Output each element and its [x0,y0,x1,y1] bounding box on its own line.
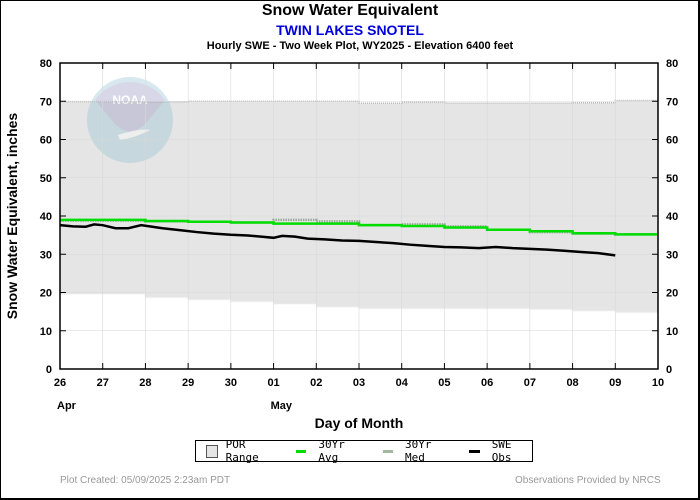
x-tick-label: 02 [310,377,322,389]
x-tick-label: 29 [182,377,194,389]
y-tick-label-left: 80 [40,58,52,70]
x-tick-label: 30 [225,377,237,389]
series-30yr-avg [60,218,658,236]
chart-subtitle: Hourly SWE - Two Week Plot, WY2025 - Ele… [206,40,514,52]
legend-label: 30Yr Avg [318,438,345,464]
x-axis-title: Day of Month [315,415,404,431]
y-axis-title: Snow Water Equivalent, inches [4,113,20,320]
y-tick-label-right: 70 [666,96,678,108]
legend-label: 30Yr Med [405,438,432,464]
y-tick-label-right: 30 [666,249,678,261]
chart-title: Snow Water Equivalent [261,2,439,19]
series-swe-obs [59,223,616,257]
legend: POR Range 30Yr Avg 30Yr Med SWE Obs [195,438,533,464]
month-label: May [271,400,293,412]
y-tick-label-left: 40 [40,211,52,223]
x-tick-label: 09 [609,377,621,389]
x-tick-label: 27 [97,377,109,389]
y-tick-label-left: 10 [40,326,52,338]
x-tick-label: 04 [396,377,409,389]
plot-created: Plot Created: 05/09/2025 2:23am PDT [60,475,231,486]
legend-item-avg: 30Yr Avg [295,438,365,464]
x-tick-label: 07 [524,377,536,389]
y-tick-label-right: 40 [666,211,678,223]
x-tick-label: 28 [139,377,151,389]
y-tick-label-left: 60 [40,135,52,147]
x-tick-label: 06 [481,377,493,389]
legend-item-med: 30Yr Med [382,438,452,464]
data-credit: Observations Provided by NRCS [515,475,661,486]
month-label: Apr [57,400,77,412]
svg-text:NOAA: NOAA [112,93,148,107]
x-tick-label: 08 [566,377,578,389]
obs-line-swatch-icon [469,449,480,453]
y-tick-label-right: 0 [666,364,672,376]
x-tick-label: 05 [438,377,450,389]
station-name: TWIN LAKES SNOTEL [276,22,424,38]
x-tick-label: 03 [353,377,365,389]
avg-line-swatch-icon [295,449,307,453]
noaa-logo-icon: NOAA [87,77,173,163]
legend-item-obs: SWE Obs [469,438,532,464]
x-tick-label: 26 [54,377,66,389]
y-tick-label-left: 0 [46,364,52,376]
med-line-swatch-icon [382,449,394,453]
y-tick-label-left: 30 [40,249,52,261]
legend-item-por: POR Range [206,438,278,464]
y-tick-label-right: 20 [666,288,678,300]
x-tick-label: 10 [652,377,664,389]
y-tick-label-right: 10 [666,326,678,338]
y-tick-label-right: 60 [666,135,678,147]
y-tick-label-right: 50 [666,173,678,185]
y-tick-label-right: 80 [666,58,678,70]
legend-label: POR Range [225,438,259,464]
y-tick-label-left: 70 [40,96,52,108]
y-tick-label-left: 20 [40,288,52,300]
por-range-swatch-icon [206,444,218,458]
x-tick-label: 01 [267,377,279,389]
y-tick-label-left: 50 [40,173,52,185]
legend-label: SWE Obs [491,438,512,464]
